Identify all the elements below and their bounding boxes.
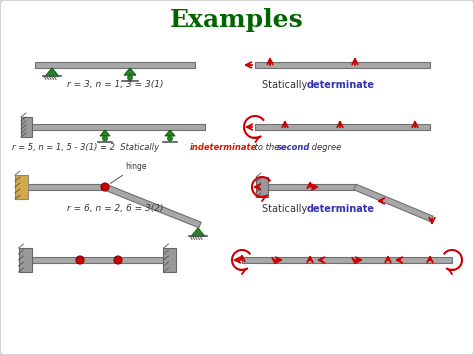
Text: indeterminate: indeterminate xyxy=(190,142,257,152)
Polygon shape xyxy=(45,68,59,76)
Polygon shape xyxy=(104,184,201,228)
Polygon shape xyxy=(124,68,136,75)
Polygon shape xyxy=(191,228,205,236)
Bar xyxy=(255,62,430,68)
Text: degree: degree xyxy=(309,142,341,152)
Text: r = 3, n = 1, 3 = 3(1): r = 3, n = 1, 3 = 3(1) xyxy=(67,81,163,89)
Text: to the: to the xyxy=(252,142,282,152)
Circle shape xyxy=(101,183,109,191)
Circle shape xyxy=(128,75,133,80)
Bar xyxy=(35,62,195,68)
Circle shape xyxy=(114,256,122,264)
Text: hinge: hinge xyxy=(110,162,146,184)
Bar xyxy=(242,257,452,263)
Text: Statically: Statically xyxy=(262,204,310,214)
Text: second: second xyxy=(277,142,310,152)
Bar xyxy=(268,184,355,190)
Bar xyxy=(21,117,32,137)
Bar xyxy=(15,175,28,199)
Text: determinate: determinate xyxy=(307,204,375,214)
Circle shape xyxy=(76,256,84,264)
Bar xyxy=(18,248,31,272)
Bar xyxy=(164,248,176,272)
Text: r = 6, n = 2, 6 = 3(2): r = 6, n = 2, 6 = 3(2) xyxy=(67,204,163,213)
Bar xyxy=(28,184,105,190)
Bar xyxy=(32,124,205,130)
Bar xyxy=(32,257,170,263)
Bar xyxy=(256,177,268,197)
Polygon shape xyxy=(165,130,175,136)
Text: r = 5, n = 1, 5 - 3(1) = 2  Statically: r = 5, n = 1, 5 - 3(1) = 2 Statically xyxy=(12,142,162,152)
Polygon shape xyxy=(100,130,110,136)
Circle shape xyxy=(102,136,108,141)
Polygon shape xyxy=(354,184,433,222)
Circle shape xyxy=(167,136,173,141)
Text: Statically: Statically xyxy=(262,80,310,90)
Text: determinate: determinate xyxy=(307,80,375,90)
Text: Examples: Examples xyxy=(170,8,304,32)
Bar xyxy=(255,124,430,130)
